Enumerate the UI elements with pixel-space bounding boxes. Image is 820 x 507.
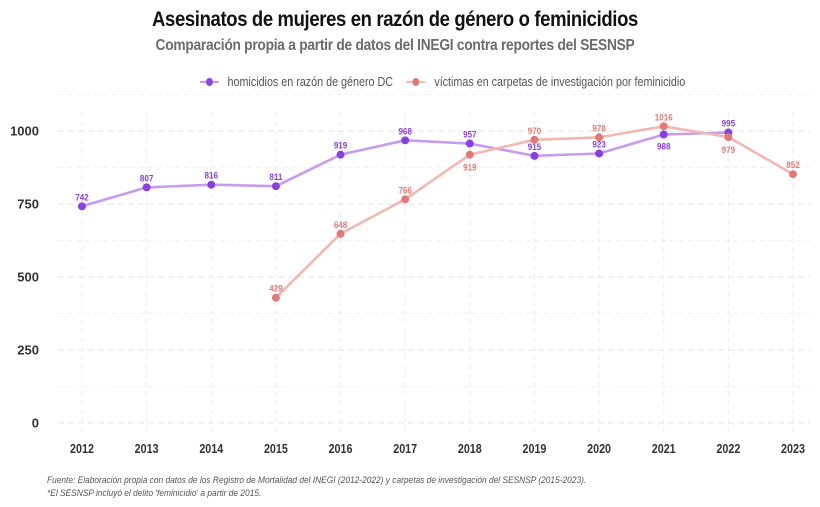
data-label: 807 [140,173,154,184]
data-label: 923 [592,139,606,150]
data-point [465,139,474,148]
data-point [78,202,86,211]
data-label: 988 [657,141,671,152]
data-point [595,133,604,142]
data-point [659,122,668,131]
data-label: 957 [463,129,477,140]
footnote: Fuente: Elaboración propia con datos de … [47,474,586,500]
x-tick-label: 2022 [716,442,740,456]
legend-key-sesnsp [406,76,426,88]
footnote-note: *El SESNSP incluyó el delito 'feminicidi… [47,488,262,499]
data-label: 919 [463,162,477,173]
data-label: 979 [722,145,736,156]
data-label: 766 [398,185,412,196]
data-point [336,150,345,159]
data-point [465,150,474,159]
data-label: 978 [592,123,606,134]
footnote-source: Fuente: Elaboración propia con datos de … [47,475,587,486]
x-tick-label: 2012 [70,442,94,456]
data-point [271,182,280,191]
data-label: 1016 [655,112,673,123]
y-tick-label: 250 [17,343,39,358]
chart-subtitle: Comparación propia a partir de datos del… [155,37,635,54]
data-point [659,130,668,139]
data-point [595,149,604,158]
data-point [336,229,345,238]
x-tick-label: 2013 [135,442,159,456]
y-tick-label: 750 [17,197,39,212]
x-tick-label: 2018 [458,442,482,456]
data-label: 742 [75,192,89,203]
data-point [789,170,797,179]
x-tick-label: 2015 [264,442,288,456]
legend-item-inegi: homicidios en razón de género DC [200,75,393,89]
x-tick-label: 2021 [652,442,676,456]
legend-label-inegi: homicidios en razón de género DC [227,75,394,89]
legend: homicidios en razón de género DC víctima… [200,73,699,91]
data-label: 811 [269,172,282,183]
data-point [271,293,280,302]
data-label: 648 [334,219,348,230]
x-tick-label: 2023 [781,442,805,456]
data-point [207,180,216,189]
legend-label-sesnsp: víctimas en carpetas de investigación po… [434,75,686,89]
x-tick-label: 2017 [393,442,417,456]
data-label: 919 [334,140,348,151]
chart-title: Asesinatos de mujeres en razón de género… [152,8,638,31]
data-label: 852 [786,160,800,171]
y-tick-label: 500 [17,270,39,285]
data-label: 968 [398,126,412,137]
legend-key-inegi [200,76,219,88]
x-tick-label: 2016 [329,442,353,456]
y-tick-label: 1000 [10,124,39,139]
data-label: 995 [722,118,736,129]
y-tick-label: 0 [32,416,39,431]
legend-item-sesnsp: víctimas en carpetas de investigación po… [406,75,686,89]
data-point [142,183,151,192]
data-label: 915 [528,141,542,152]
x-tick-label: 2019 [523,442,547,456]
data-point [401,136,410,145]
x-tick-label: 2020 [587,442,611,456]
x-tick-label: 2014 [199,442,223,456]
data-label: 970 [528,125,542,136]
data-point [530,151,539,160]
data-label: 816 [205,170,219,181]
data-point [530,135,539,144]
data-point [401,195,410,204]
data-label: 429 [269,283,283,294]
data-point [724,133,733,142]
